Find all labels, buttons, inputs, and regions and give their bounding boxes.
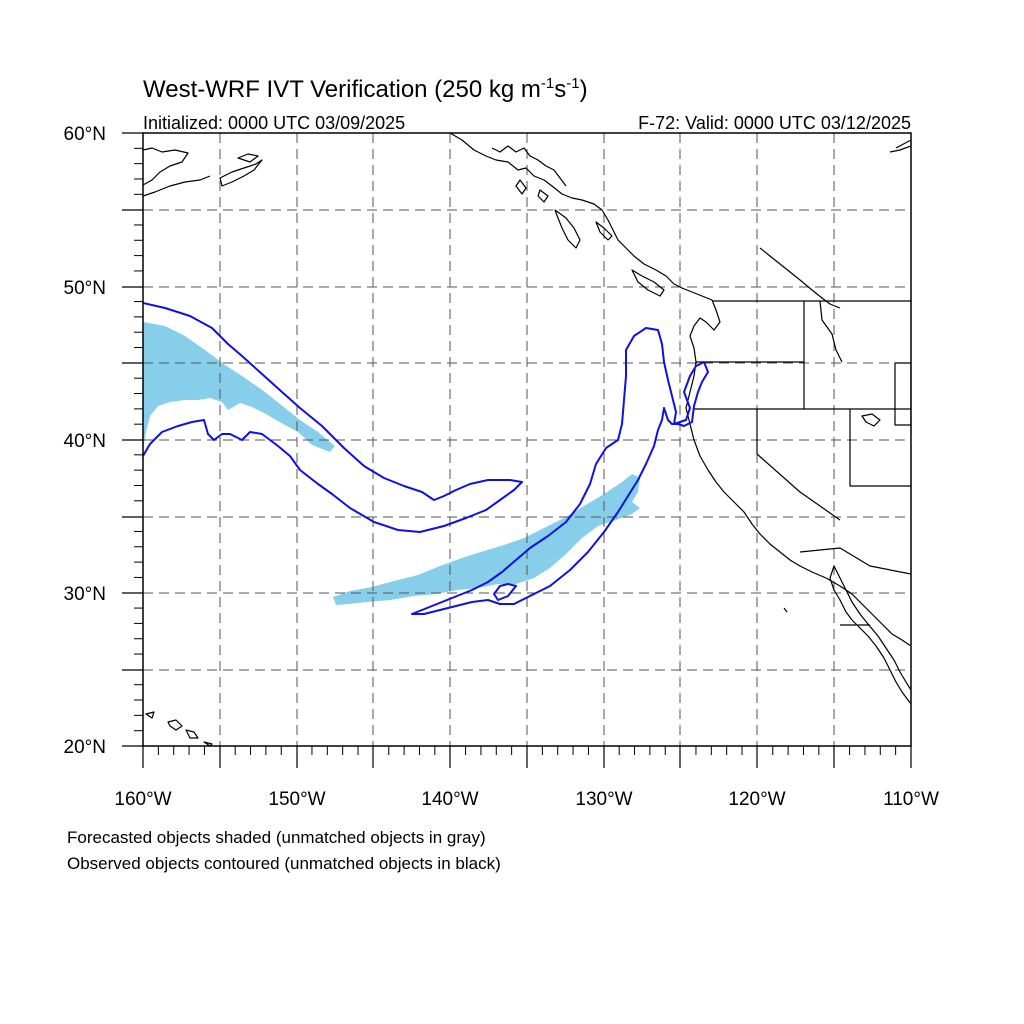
graticule: [143, 133, 911, 746]
map-panel: 60°N 50°N 40°N 30°N 20°N 160°W 150°W 140…: [64, 124, 939, 810]
lat-label-50n: 50°N: [64, 278, 106, 299]
lon-label-120w: 120°W: [728, 789, 785, 810]
forecast-object-west: [143, 322, 335, 452]
lat-label-20n: 20°N: [64, 737, 106, 758]
forecast-object-east: [333, 474, 640, 605]
lon-label-110w: 110°W: [883, 789, 939, 810]
observed-contour-east-inner: [493, 583, 517, 601]
figure-title: West-WRF IVT Verification (250 kg m-1s-1…: [143, 75, 588, 103]
lat-label-30n: 30°N: [64, 584, 106, 605]
observed-contour-east: [411, 327, 709, 615]
observed-objects: [143, 302, 709, 615]
coastlines: [143, 133, 911, 746]
forecast-objects: [143, 322, 640, 605]
tick-marks: [122, 132, 912, 768]
legend-forecast-note: Forecasted objects shaded (unmatched obj…: [67, 828, 486, 847]
legend-observed-note: Observed objects contoured (unmatched ob…: [67, 854, 501, 873]
lon-label-160w: 160°W: [114, 789, 171, 810]
observed-contour-west: [143, 302, 523, 533]
lon-label-130w: 130°W: [575, 789, 632, 810]
lat-label-60n: 60°N: [64, 124, 106, 145]
init-time-label: Initialized: 0000 UTC 03/09/2025: [143, 113, 405, 133]
lon-label-140w: 140°W: [421, 789, 478, 810]
minor-tick-marks: [134, 147, 897, 755]
lat-label-40n: 40°N: [64, 431, 106, 452]
lon-label-150w: 150°W: [268, 789, 325, 810]
valid-time-label: F-72: Valid: 0000 UTC 03/12/2025: [638, 113, 911, 133]
